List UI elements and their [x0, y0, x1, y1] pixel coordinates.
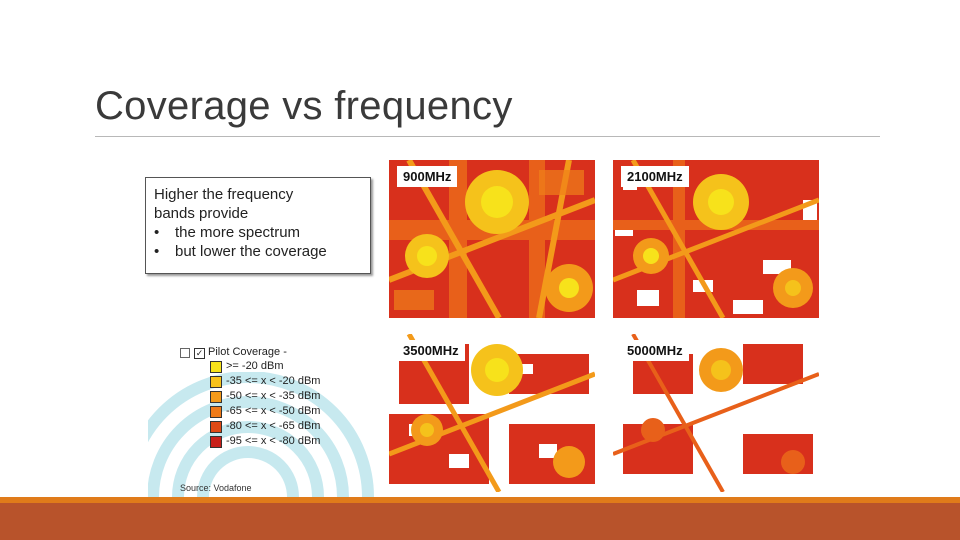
map-label-900: 900MHz	[397, 166, 458, 187]
checkbox-icon[interactable]: ✓	[194, 348, 205, 359]
footer-bar	[0, 503, 960, 540]
legend-swatch	[210, 406, 222, 418]
info-box: Higher the frequency bands provide • the…	[145, 177, 371, 274]
coverage-map-5000: 5000MHz	[613, 334, 819, 492]
legend-item-label: >= -20 dBm	[226, 360, 284, 372]
watermark-logo	[118, 372, 388, 497]
legend-item-label: -95 <= x < -80 dBm	[226, 435, 321, 447]
info-bullet-2: but lower the coverage	[175, 243, 327, 260]
legend-item-label: -65 <= x < -50 dBm	[226, 405, 321, 417]
legend-header: Pilot Coverage -	[208, 346, 287, 358]
legend-item-label: -80 <= x < -65 dBm	[226, 420, 321, 432]
info-bullet-1: the more spectrum	[175, 224, 301, 241]
slide-title: Coverage vs frequency	[95, 84, 513, 128]
coverage-map-3500: 3500MHz	[389, 334, 595, 492]
coverage-map-900: 900MHz	[389, 160, 595, 318]
collapse-icon[interactable]	[180, 348, 190, 358]
legend-item-label: -50 <= x < -35 dBm	[226, 390, 321, 402]
bullet-icon: •	[154, 243, 160, 260]
legend-swatch	[210, 361, 222, 373]
legend-swatch	[210, 436, 222, 448]
info-line-2: bands provide	[154, 205, 249, 222]
source-note: Source: Vodafone	[180, 483, 252, 493]
map-label-2100: 2100MHz	[621, 166, 689, 187]
coverage-map-2100: 2100MHz	[613, 160, 819, 318]
legend-swatch	[210, 391, 222, 403]
legend-swatch	[210, 421, 222, 433]
info-line-1: Higher the frequency	[154, 186, 294, 203]
bullet-icon: •	[154, 224, 160, 241]
legend-swatch	[210, 376, 222, 388]
footer-accent-bar	[0, 497, 960, 503]
legend-item-label: -35 <= x < -20 dBm	[226, 375, 321, 387]
map-label-5000: 5000MHz	[621, 340, 689, 361]
map-label-3500: 3500MHz	[397, 340, 465, 361]
title-divider	[95, 136, 880, 137]
